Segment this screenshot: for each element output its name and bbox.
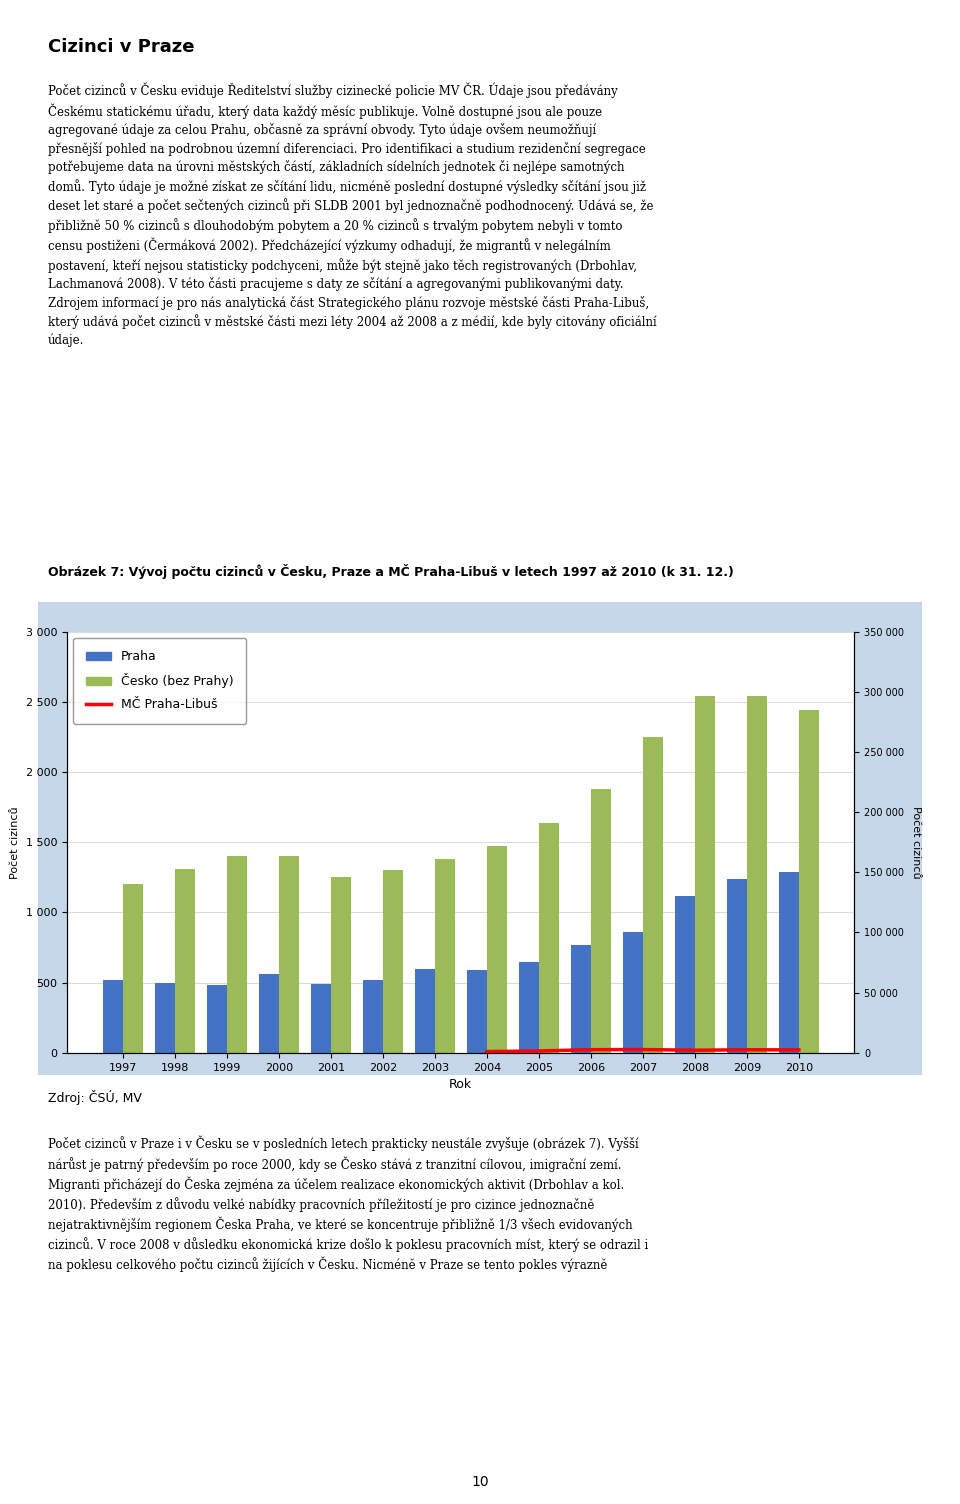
MČ Praha-Libuš (793, 1041, 804, 1059)
MČ Praha-Libuš (637, 1041, 649, 1059)
MČ Praha-Libuš (741, 1041, 753, 1059)
Bar (695, 696, 714, 1053)
Bar (123, 884, 142, 1053)
Bar (311, 984, 331, 1053)
Bar (331, 877, 350, 1053)
Bar (468, 970, 487, 1053)
Bar (415, 969, 435, 1053)
Bar (519, 961, 539, 1053)
Bar (623, 932, 643, 1053)
MČ Praha-Libuš (481, 1042, 492, 1060)
Bar (155, 982, 175, 1053)
Bar (747, 696, 767, 1053)
Text: Obrázek 7: Vývoj počtu cizinců v Česku, Praze a MČ Praha-Libuš v letech 1997 až : Obrázek 7: Vývoj počtu cizinců v Česku, … (48, 564, 733, 579)
Bar (675, 895, 695, 1053)
Bar (227, 856, 247, 1053)
Y-axis label: Počet cizinců: Počet cizinců (911, 806, 921, 878)
MČ Praha-Libuš (689, 1041, 701, 1059)
Legend: Praha, Česko (bez Prahy), MČ Praha-Libuš: Praha, Česko (bez Prahy), MČ Praha-Libuš (74, 638, 246, 723)
Bar (207, 985, 227, 1053)
Bar (571, 945, 590, 1053)
Bar (383, 871, 402, 1053)
Text: Počet cizinců v Česku eviduje Ředitelství služby cizinecké policie MV ČR. Údaje : Počet cizinců v Česku eviduje Ředitelstv… (48, 83, 657, 347)
Y-axis label: Počet cizinců: Počet cizinců (11, 806, 20, 878)
Bar (487, 847, 507, 1053)
Bar (259, 975, 278, 1053)
Bar (799, 710, 819, 1053)
Text: Zdroj: ČSÚ, MV: Zdroj: ČSÚ, MV (48, 1090, 142, 1105)
Bar (727, 878, 747, 1053)
Bar (103, 979, 123, 1053)
MČ Praha-Libuš (585, 1041, 596, 1059)
Bar (175, 869, 195, 1053)
Text: Počet cizinců v Praze i v Česku se v posledních letech prakticky neustále zvyšuj: Počet cizinců v Praze i v Česku se v pos… (48, 1136, 648, 1272)
Bar (363, 979, 383, 1053)
Text: Cizinci v Praze: Cizinci v Praze (48, 38, 195, 56)
Text: 10: 10 (471, 1475, 489, 1489)
Line: MČ Praha-Libuš: MČ Praha-Libuš (487, 1050, 799, 1051)
MČ Praha-Libuš (533, 1042, 544, 1060)
Bar (590, 790, 611, 1053)
Bar (643, 737, 662, 1053)
Bar (278, 856, 299, 1053)
Bar (435, 859, 454, 1053)
Bar (780, 872, 799, 1053)
X-axis label: Rok: Rok (449, 1078, 472, 1090)
Bar (539, 823, 559, 1053)
